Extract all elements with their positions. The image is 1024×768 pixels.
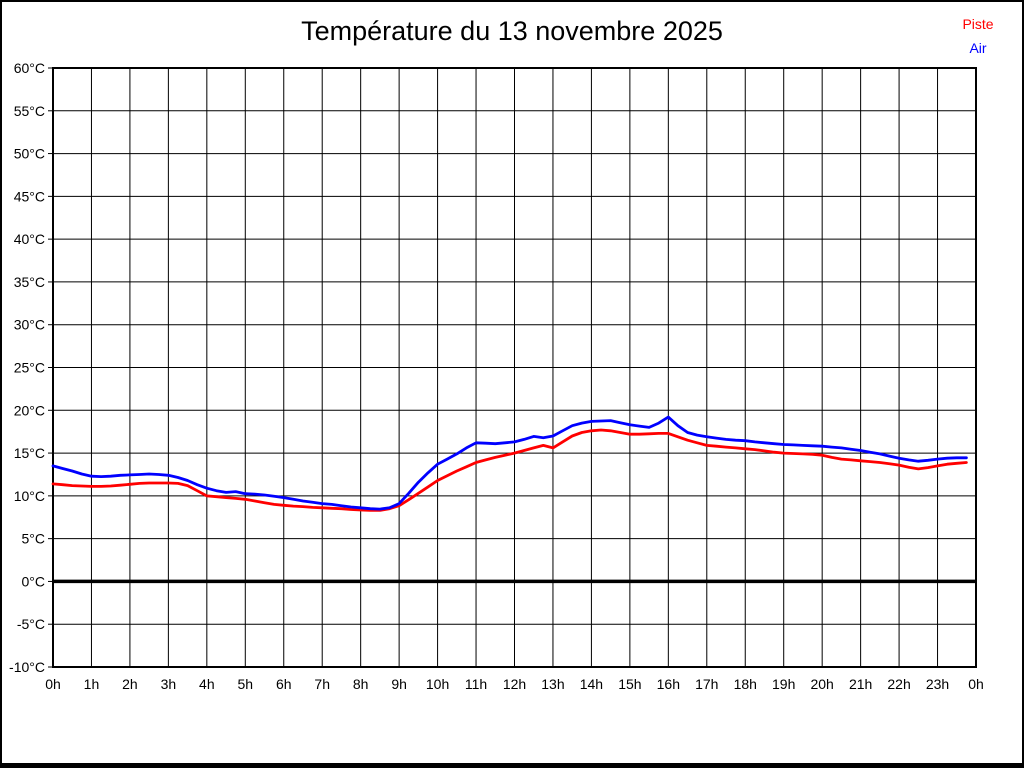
series-line-air [51, 415, 968, 511]
y-axis-tick-label: 55°C [14, 103, 45, 119]
x-axis-tick-label: 23h [926, 676, 949, 692]
legend-entry-piste: Piste [962, 16, 994, 32]
x-axis-tick-label: 11h [465, 676, 487, 692]
x-axis-tick-label: 2h [122, 676, 138, 692]
chart-legend: Piste Air [946, 12, 1010, 60]
x-axis-tick-label: 21h [849, 676, 872, 692]
x-axis-tick-label: 18h [734, 676, 757, 692]
x-axis-tick-label: 20h [810, 676, 833, 692]
x-axis-tick-label: 12h [503, 676, 526, 692]
y-axis-tick-label: -5°C [17, 616, 45, 632]
legend-entry-air: Air [969, 40, 987, 56]
x-axis-tick-label: 17h [695, 676, 718, 692]
x-axis-tick-label: 7h [314, 676, 330, 692]
x-axis-tick-label: 22h [887, 676, 910, 692]
plot-border [52, 67, 977, 668]
chart-title: Température du 13 novembre 2025 [301, 16, 723, 46]
y-axis-tick-label: -10°C [9, 659, 45, 675]
x-axis-tick-label: 9h [391, 676, 407, 692]
y-axis-tick-label: 40°C [14, 231, 45, 247]
x-axis-tick-label: 3h [161, 676, 177, 692]
y-axis-tick-label: 35°C [14, 274, 45, 290]
y-axis-tick-label: 5°C [22, 531, 46, 547]
y-axis-tick-label: 15°C [14, 445, 45, 461]
x-axis-tick-label: 0h [45, 676, 61, 692]
x-axis-tick-label: 16h [657, 676, 680, 692]
x-axis-tick-label: 10h [426, 676, 449, 692]
x-axis-tick-label: 1h [84, 676, 100, 692]
x-axis-tick-label: 13h [541, 676, 564, 692]
x-axis-tick-label: 19h [772, 676, 795, 692]
x-axis-tick-label: 0h [968, 676, 984, 692]
y-axis-tick-label: 60°C [14, 60, 45, 76]
x-axis-tick-label: 8h [353, 676, 369, 692]
y-axis-tick-label: 45°C [14, 188, 45, 204]
y-axis-tick-label: 30°C [14, 317, 45, 333]
x-axis-tick-label: 4h [199, 676, 215, 692]
x-axis-tick-label: 5h [238, 676, 254, 692]
series-line-piste [51, 428, 968, 512]
y-axis-tick-label: 10°C [14, 488, 45, 504]
y-axis-tick-label: 25°C [14, 360, 45, 376]
y-axis-tick-label: 50°C [14, 146, 45, 162]
y-axis-tick-label: 0°C [22, 573, 46, 589]
x-axis-tick-label: 15h [618, 676, 641, 692]
x-axis-tick-label: 14h [580, 676, 603, 692]
y-axis-tick-label: 20°C [14, 402, 45, 418]
x-axis-tick-label: 6h [276, 676, 292, 692]
